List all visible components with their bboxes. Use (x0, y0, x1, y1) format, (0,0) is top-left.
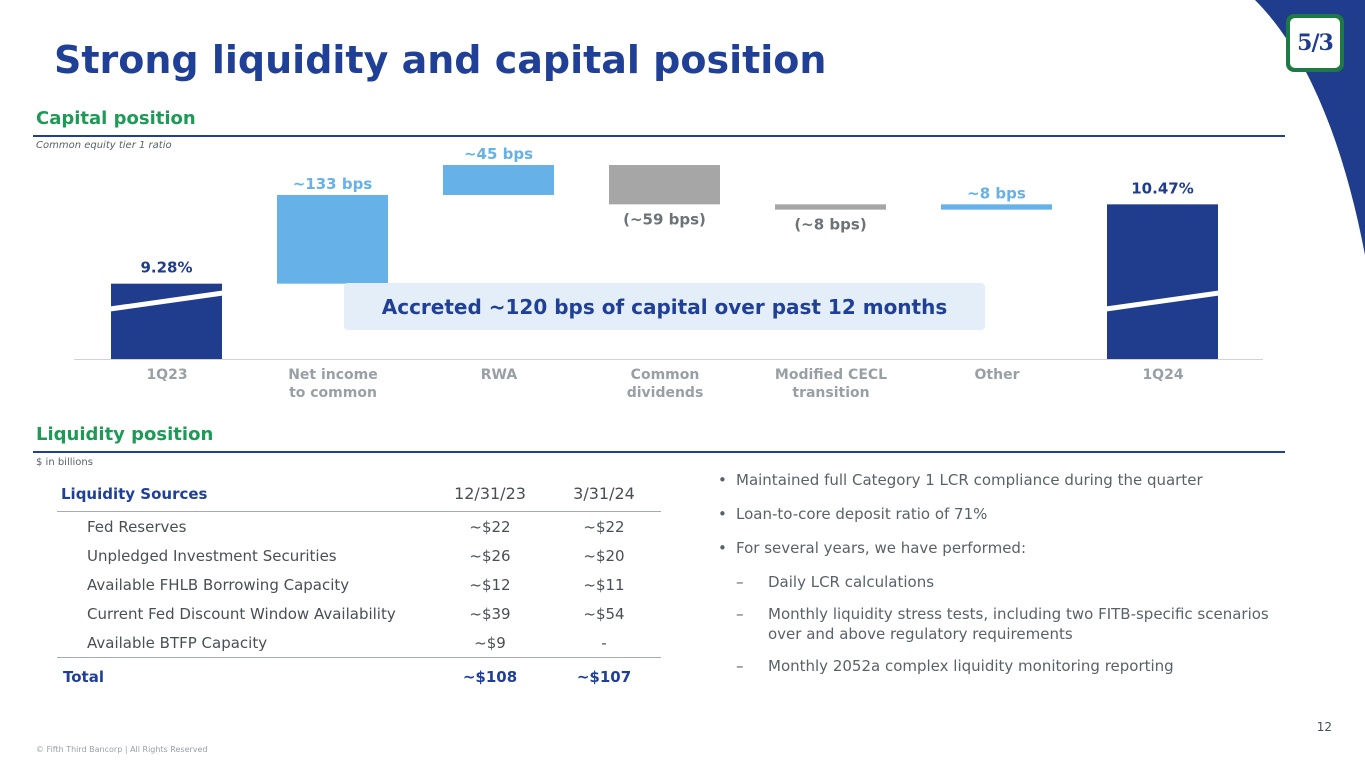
sub-bullet-marker: – (736, 605, 744, 623)
row-value-12-31-23: ~$39 (469, 605, 511, 623)
liquidity-divider (33, 451, 1285, 453)
page-number: 12 (1316, 720, 1332, 734)
bullet-text: For several years, we have performed: (736, 539, 1026, 557)
bullet-item: • Maintained full Category 1 LCR complia… (718, 470, 1278, 490)
row-value-12-31-23: ~$12 (469, 576, 511, 594)
waterfall-chart: 9.28% ~133 bps ~45 bps (~59 bps) (~8 bps) ~8 … (74, 145, 1263, 360)
sub-bullet-marker: – (736, 657, 744, 675)
table-row: Available FHLB Borrowing Capacity ~$12 ~… (57, 570, 661, 599)
bullet-marker: • (718, 539, 727, 557)
table-header-row: Liquidity Sources 12/31/23 3/31/24 (57, 478, 661, 512)
fifth-third-logo: 5/3 (1286, 14, 1344, 72)
sub-bullet-marker: – (736, 573, 744, 591)
axis-break-1q23 (109, 290, 224, 312)
table-row: Fed Reserves ~$22 ~$22 (57, 512, 661, 542)
row-label: Current Fed Discount Window Availability (87, 605, 396, 623)
liquidity-subtitle: $ in billions (36, 457, 93, 468)
row-value-3-31-24: - (601, 634, 607, 652)
row-value-12-31-23: ~$26 (469, 547, 511, 565)
capital-section-title: Capital position (36, 108, 196, 129)
sub-bullet-item: – Monthly liquidity stress tests, includ… (718, 604, 1278, 644)
category-label-1q24: 1Q24 (1142, 367, 1184, 383)
bar-net-income-to-common (277, 195, 388, 284)
liquidity-bullets: • Maintained full Category 1 LCR complia… (718, 470, 1278, 688)
copyright-footer: © Fifth Third Bancorp | All Rights Reser… (36, 745, 208, 754)
bar-common-dividends (609, 165, 720, 205)
bullet-item: • Loan-to-core deposit ratio of 71% (718, 504, 1278, 524)
data-label-1q24: 10.47% (1131, 179, 1193, 197)
sub-bullet-item: – Monthly 2052a complex liquidity monito… (718, 656, 1278, 676)
liquidity-section-title: Liquidity position (36, 424, 214, 445)
table-row: Current Fed Discount Window Availability… (57, 599, 661, 628)
total-value-3-31-24: ~$107 (576, 668, 632, 686)
row-value-3-31-24: ~$22 (583, 518, 625, 536)
data-label-1q23: 9.28% (140, 259, 192, 277)
data-label-rwa: ~45 bps (464, 145, 533, 163)
category-label-rwa: RWA (480, 367, 518, 383)
row-value-3-31-24: ~$20 (583, 547, 625, 565)
row-value-3-31-24: ~$54 (583, 605, 625, 623)
category-label-other: Other (974, 367, 1020, 383)
row-value-3-31-24: ~$11 (583, 576, 625, 594)
capital-divider (33, 135, 1285, 137)
header-3-31-24: 3/31/24 (573, 484, 635, 503)
total-value-12-31-23: ~$108 (462, 668, 518, 686)
row-label: Available FHLB Borrowing Capacity (87, 576, 350, 594)
table-total-row: Total ~$108 ~$107 (57, 657, 661, 692)
total-label: Total (63, 668, 104, 686)
liquidity-sources-table: Liquidity Sources 12/31/23 3/31/24 Fed R… (57, 478, 661, 691)
capital-callout: Accreted ~120 bps of capital over past 1… (344, 283, 985, 330)
sub-bullet-text: Monthly liquidity stress tests, includin… (768, 605, 1269, 643)
bullet-marker: • (718, 505, 727, 523)
capital-subtitle: Common equity tier 1 ratio (36, 140, 172, 151)
row-label: Fed Reserves (87, 518, 187, 536)
sub-bullet-item: – Daily LCR calculations (718, 572, 1278, 592)
bullet-text: Maintained full Category 1 LCR complianc… (736, 471, 1203, 489)
bar-other (941, 204, 1052, 210)
bar-modified-cecl-transition (775, 204, 886, 210)
bar-rwa (443, 165, 554, 195)
data-label-other: ~8 bps (967, 184, 1026, 202)
bullet-marker: • (718, 471, 727, 489)
bullet-item: • For several years, we have performed: (718, 538, 1278, 558)
data-label-common-dividends: (~59 bps) (623, 210, 706, 228)
row-value-12-31-23: ~$22 (469, 518, 511, 536)
sub-bullet-text: Daily LCR calculations (768, 573, 935, 591)
bullet-text: Loan-to-core deposit ratio of 71% (736, 505, 988, 523)
category-label-1q23: 1Q23 (146, 367, 188, 383)
axis-break-1q24 (1105, 290, 1220, 312)
category-label-common-dividends: Common dividends (626, 367, 704, 401)
data-label-net-income-to-common: ~133 bps (293, 175, 373, 193)
header-12-31-23: 12/31/23 (454, 484, 526, 503)
sub-bullet-text: Monthly 2052a complex liquidity monitori… (768, 657, 1174, 675)
category-label-net-income: Net income to common (288, 367, 378, 401)
table-row: Unpledged Investment Securities ~$26 ~$2… (57, 541, 661, 570)
header-liquidity-sources: Liquidity Sources (61, 484, 208, 503)
category-label-modified-cecl: Modified CECL transition (774, 367, 888, 401)
row-value-12-31-23: ~$9 (474, 634, 506, 652)
row-label: Unpledged Investment Securities (87, 547, 337, 565)
logo-mark: 5/3 (1290, 18, 1340, 68)
bar-1q24 (1107, 204, 1218, 359)
page-title: Strong liquidity and capital position (54, 38, 827, 82)
row-label: Available BTFP Capacity (87, 634, 268, 652)
table-row: Available BTFP Capacity ~$9 - (57, 628, 661, 658)
data-label-modified-cecl-transition: (~8 bps) (794, 216, 866, 234)
